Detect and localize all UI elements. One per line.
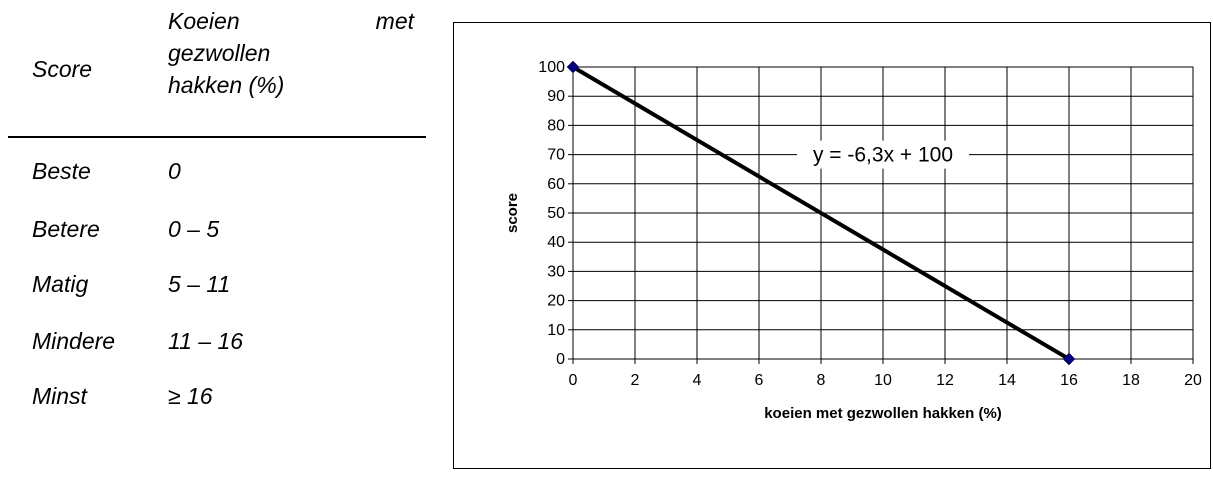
row-label: Mindere	[32, 328, 116, 354]
y-tick-label: 10	[547, 322, 565, 339]
row-label: Matig	[32, 271, 89, 297]
row-label: Minst	[32, 383, 87, 409]
y-tick-label: 40	[547, 234, 565, 251]
x-tick-label: 12	[936, 372, 954, 389]
header-percent-line2: gezwollen	[168, 40, 271, 66]
row-label: Beste	[32, 158, 91, 184]
series-line	[571, 65, 1071, 361]
equation-label: y = -6,3x + 100	[813, 144, 953, 167]
y-tick-label: 30	[547, 263, 565, 280]
table-header-divider	[8, 136, 426, 138]
x-tick-label: 18	[1122, 372, 1140, 389]
data-point	[566, 60, 580, 74]
data-point	[1062, 352, 1076, 366]
header-score: Score	[32, 56, 93, 82]
row-range: 5 – 11	[168, 271, 231, 297]
y-tick-label: 80	[547, 117, 565, 134]
x-tick-label: 8	[817, 372, 826, 389]
header-percent-line3: hakken (%)	[168, 72, 285, 98]
y-tick-label: 0	[556, 351, 565, 368]
x-tick-label: 6	[755, 372, 764, 389]
x-tick-label: 14	[998, 372, 1016, 389]
y-tick-label: 50	[547, 205, 565, 222]
row-label: Betere	[32, 216, 100, 242]
chart-frame: 0 10 20 30 40 50 60 70 80 90 100 0 2 4 6 8 10 12 14 16 18 20 k…	[453, 22, 1211, 469]
row-range: 0 – 5	[168, 216, 220, 242]
x-tick-label: 4	[693, 372, 702, 389]
x-tick-label: 0	[569, 372, 578, 389]
x-axis-title: koeien met gezwollen hakken (%)	[764, 405, 1002, 422]
y-tick-label: 90	[547, 88, 565, 105]
x-tick-label: 10	[874, 372, 892, 389]
y-tick-label: 70	[547, 147, 565, 164]
score-table: Score Koeien met gezwollen hakken (%) Be…	[0, 0, 426, 479]
header-percent-word-2: met	[375, 8, 414, 34]
x-tick-label: 20	[1184, 372, 1202, 389]
y-tick-label: 20	[547, 293, 565, 310]
row-range: ≥ 16	[168, 383, 213, 409]
y-tick-label: 60	[547, 176, 565, 193]
x-tick-label: 2	[631, 372, 640, 389]
x-tick-label: 16	[1060, 372, 1078, 389]
line-chart: 0 10 20 30 40 50 60 70 80 90 100 0 2 4 6 8 10 12 14 16 18 20 k…	[504, 59, 1202, 422]
equation-label-background	[797, 140, 969, 169]
y-axis-title: score	[504, 193, 521, 233]
row-range: 11 – 16	[168, 328, 244, 354]
header-percent-word-1: Koeien	[168, 8, 240, 34]
y-tick-label: 100	[538, 59, 565, 76]
header-percent-line1: Koeien met	[168, 5, 414, 37]
row-range: 0	[168, 158, 181, 184]
